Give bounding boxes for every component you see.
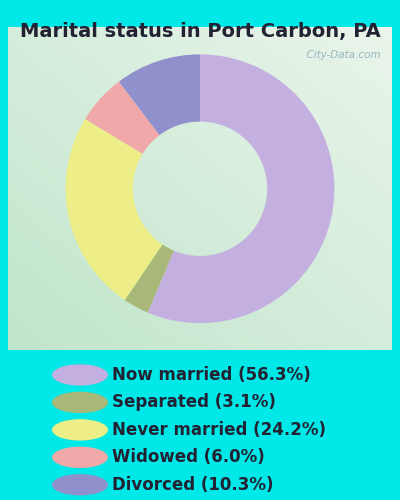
Wedge shape <box>85 82 160 154</box>
Circle shape <box>52 474 108 496</box>
Text: Separated (3.1%): Separated (3.1%) <box>112 394 276 411</box>
Wedge shape <box>119 54 200 135</box>
Wedge shape <box>125 244 174 312</box>
Text: Widowed (6.0%): Widowed (6.0%) <box>112 448 265 466</box>
Text: City-Data.com: City-Data.com <box>300 50 380 60</box>
Circle shape <box>52 419 108 440</box>
Wedge shape <box>148 54 334 323</box>
Text: Now married (56.3%): Now married (56.3%) <box>112 366 311 384</box>
Text: Divorced (10.3%): Divorced (10.3%) <box>112 476 274 494</box>
Circle shape <box>52 364 108 386</box>
Wedge shape <box>66 119 162 300</box>
Text: Marital status in Port Carbon, PA: Marital status in Port Carbon, PA <box>20 22 380 42</box>
Circle shape <box>52 446 108 468</box>
Circle shape <box>52 392 108 413</box>
Text: Never married (24.2%): Never married (24.2%) <box>112 421 326 439</box>
